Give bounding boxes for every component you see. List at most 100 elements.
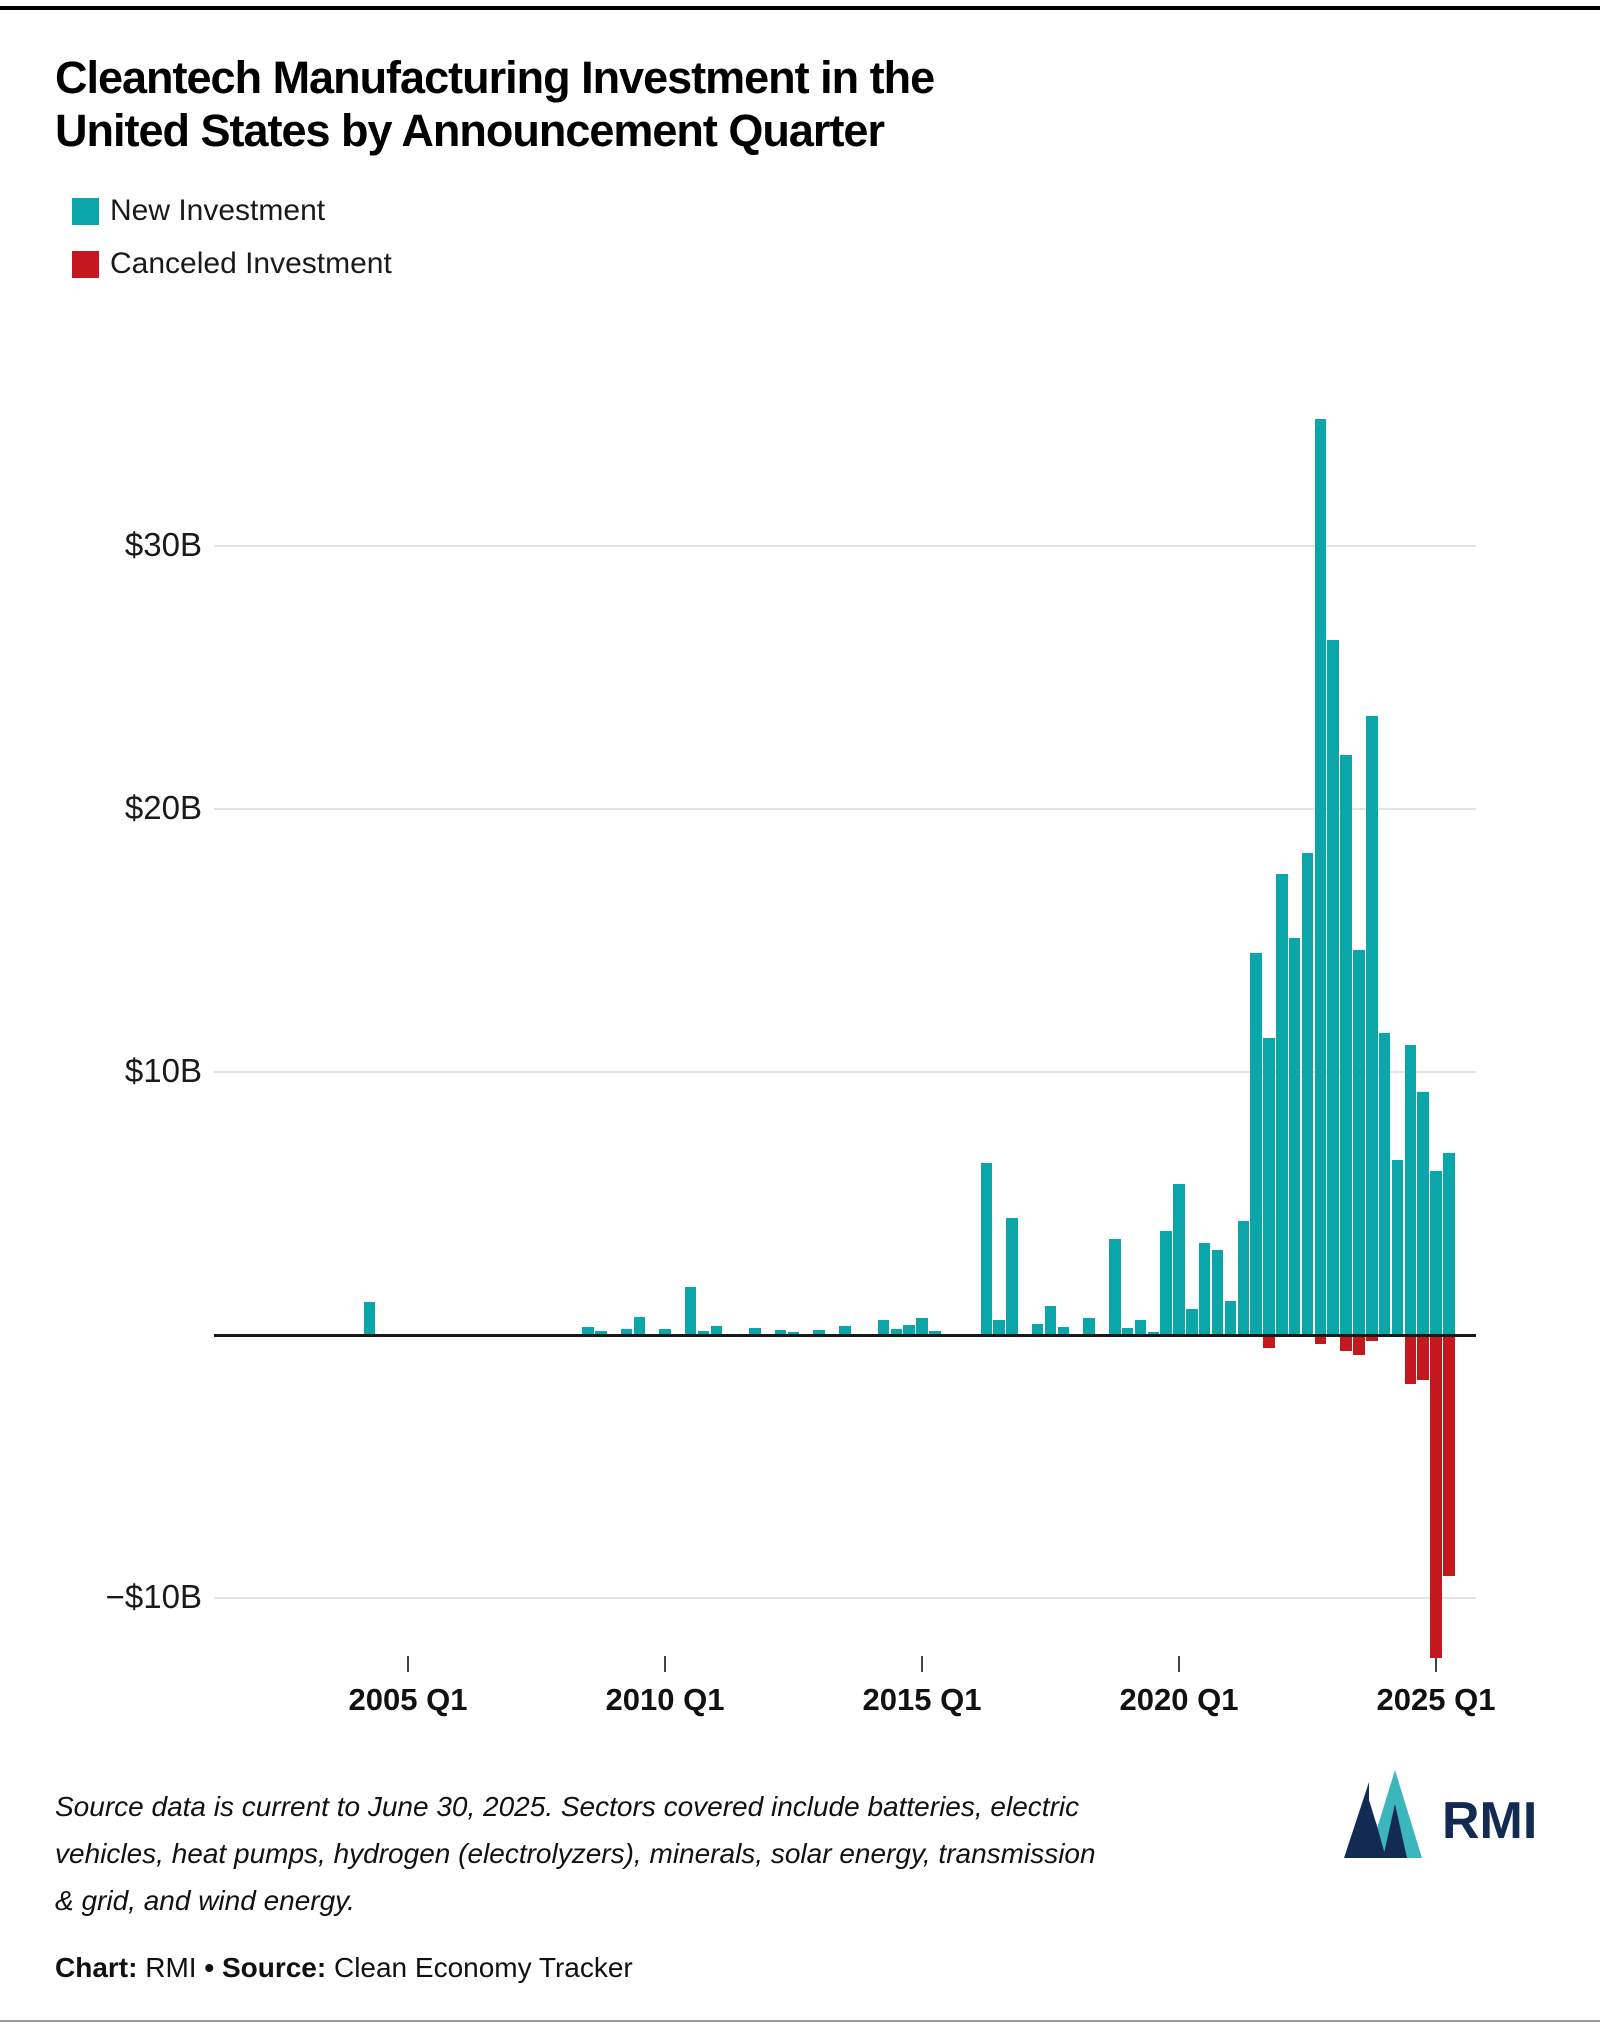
- bar-new-2012-Q2: [774, 1330, 787, 1334]
- bar-new-2009-Q3: [633, 1316, 646, 1334]
- rmi-logo-mountains-icon: [1344, 1770, 1422, 1858]
- bar-new-2010-Q4: [697, 1330, 710, 1334]
- bar-new-2010-Q3: [684, 1286, 697, 1334]
- gridline-20: [214, 808, 1476, 810]
- bottom-border-rule: [0, 2020, 1600, 2022]
- bar-canceled-2025-Q1: [1430, 1337, 1442, 1658]
- bar-new-2020-Q3: [1198, 1243, 1211, 1334]
- y-axis-label: $30B: [124, 526, 202, 563]
- gridline-10: [214, 1071, 1476, 1073]
- bar-new-2008-Q3: [582, 1327, 594, 1334]
- credit-source-value: Clean Economy Tracker: [333, 1952, 633, 1983]
- bar-canceled-2021-Q4: [1263, 1337, 1275, 1348]
- bar-new-2020-Q4: [1211, 1249, 1224, 1334]
- bar-new-2019-Q1: [1121, 1327, 1134, 1334]
- x-axis-tick-label: 2025 Q1: [1376, 1682, 1496, 1717]
- bar-new-2019-Q4: [1160, 1231, 1172, 1334]
- x-axis-tick: [664, 1656, 666, 1672]
- legend-label-new-investment: New Investment: [110, 194, 326, 227]
- top-border-rule: [0, 6, 1600, 10]
- bar-new-2013-Q1: [813, 1330, 825, 1334]
- bar-new-2016-Q4: [1006, 1218, 1018, 1334]
- bar-canceled-2022-Q4: [1314, 1337, 1327, 1345]
- bar-new-2025-Q2: [1443, 1152, 1455, 1334]
- rmi-logo-text: RMI: [1442, 1792, 1538, 1850]
- legend-label-canceled-investment: Canceled Investment: [110, 247, 392, 280]
- x-axis-tick: [407, 1656, 409, 1672]
- bar-new-2023-Q1: [1327, 639, 1339, 1334]
- source-note-line1: Source data is current to June 30, 2025.…: [55, 1791, 1080, 1822]
- bar-new-2025-Q1: [1430, 1170, 1442, 1334]
- bar-new-2021-Q2: [1237, 1220, 1249, 1334]
- source-note-line2: vehicles, heat pumps, hydrogen (electrol…: [55, 1838, 1096, 1869]
- x-axis-tick-label: 2005 Q1: [348, 1682, 468, 1717]
- bar-new-2022-Q2: [1288, 938, 1301, 1334]
- bar-new-2017-Q2: [1031, 1324, 1044, 1334]
- bar-new-2024-Q2: [1391, 1160, 1404, 1334]
- chart-title-line2: United States by Announcement Quarter: [55, 104, 885, 156]
- bar-new-2004-Q2: [363, 1302, 376, 1334]
- bar-new-2019-Q2: [1134, 1320, 1147, 1334]
- bar-new-2023-Q3: [1353, 950, 1365, 1334]
- credit-chart-value: RMI: [145, 1952, 197, 1983]
- legend: New Investment Canceled Investment: [72, 191, 392, 297]
- bar-new-2015-Q1: [916, 1318, 928, 1334]
- y-axis-label: −$10B: [105, 1578, 202, 1615]
- bar-new-2021-Q3: [1250, 952, 1262, 1334]
- x-axis-tick: [921, 1656, 923, 1672]
- rmi-logo: RMI: [1338, 1770, 1537, 1858]
- bar-new-2008-Q4: [595, 1331, 607, 1334]
- bar-new-2016-Q2: [980, 1163, 992, 1334]
- chart-title-line1: Cleantech Manufacturing Investment in th…: [55, 52, 935, 103]
- x-axis-line: [214, 1334, 1476, 1337]
- bar-new-2020-Q2: [1186, 1309, 1198, 1334]
- bar-canceled-2024-Q4: [1417, 1337, 1429, 1381]
- bar-canceled-2025-Q2: [1443, 1337, 1455, 1577]
- bar-new-2018-Q4: [1109, 1239, 1121, 1334]
- bar-new-2010-Q1: [659, 1329, 671, 1334]
- bar-new-2014-Q3: [890, 1329, 903, 1334]
- bar-new-2022-Q1: [1276, 873, 1288, 1334]
- bar-new-2024-Q4: [1417, 1092, 1429, 1334]
- bar-new-2013-Q3: [839, 1326, 851, 1334]
- bar-canceled-2023-Q3: [1353, 1337, 1365, 1356]
- credit-separator: •: [204, 1952, 215, 1983]
- source-note-line3: & grid, and wind energy.: [55, 1885, 355, 1916]
- bar-new-2018-Q2: [1083, 1317, 1095, 1334]
- bar-new-2017-Q3: [1044, 1306, 1057, 1334]
- bar-new-2014-Q2: [877, 1320, 890, 1334]
- bar-new-2015-Q2: [929, 1330, 941, 1334]
- x-axis-tick: [1178, 1656, 1180, 1672]
- x-axis-tick: [1435, 1656, 1437, 1672]
- bar-new-2019-Q3: [1147, 1331, 1160, 1334]
- legend-item-new-investment: New Investment: [72, 191, 392, 231]
- bar-new-2011-Q4: [749, 1328, 761, 1334]
- credit-chart-label: Chart:: [55, 1952, 138, 1983]
- source-note: Source data is current to June 30, 2025.…: [55, 1783, 1135, 1924]
- bar-new-2023-Q2: [1340, 755, 1352, 1334]
- bar-new-2023-Q4: [1366, 715, 1378, 1334]
- bar-canceled-2024-Q3: [1404, 1337, 1417, 1385]
- bar-canceled-2023-Q2: [1340, 1337, 1352, 1351]
- bar-new-2011-Q1: [710, 1326, 723, 1334]
- bar-new-2021-Q1: [1224, 1300, 1237, 1334]
- y-axis-label: $10B: [124, 1052, 202, 1089]
- credit-source-label: Source:: [221, 1952, 327, 1983]
- legend-swatch-canceled-investment: [72, 250, 99, 278]
- bar-new-2014-Q4: [903, 1325, 915, 1334]
- x-axis-tick-label: 2020 Q1: [1119, 1682, 1239, 1717]
- gridline-30: [214, 545, 1476, 547]
- bar-new-2021-Q4: [1263, 1038, 1275, 1334]
- bar-new-2009-Q2: [620, 1329, 633, 1334]
- chart-title: Cleantech Manufacturing Investment in th…: [55, 52, 1355, 157]
- bar-new-2024-Q1: [1378, 1032, 1391, 1334]
- bar-new-2016-Q3: [993, 1320, 1005, 1334]
- bar-new-2022-Q3: [1301, 852, 1314, 1334]
- legend-item-canceled-investment: Canceled Investment: [72, 244, 392, 284]
- bar-new-2022-Q4: [1314, 418, 1327, 1334]
- bar-new-2012-Q3: [787, 1331, 800, 1334]
- gridline-10-neg: [214, 1597, 1476, 1599]
- x-axis-tick-label: 2010 Q1: [605, 1682, 725, 1717]
